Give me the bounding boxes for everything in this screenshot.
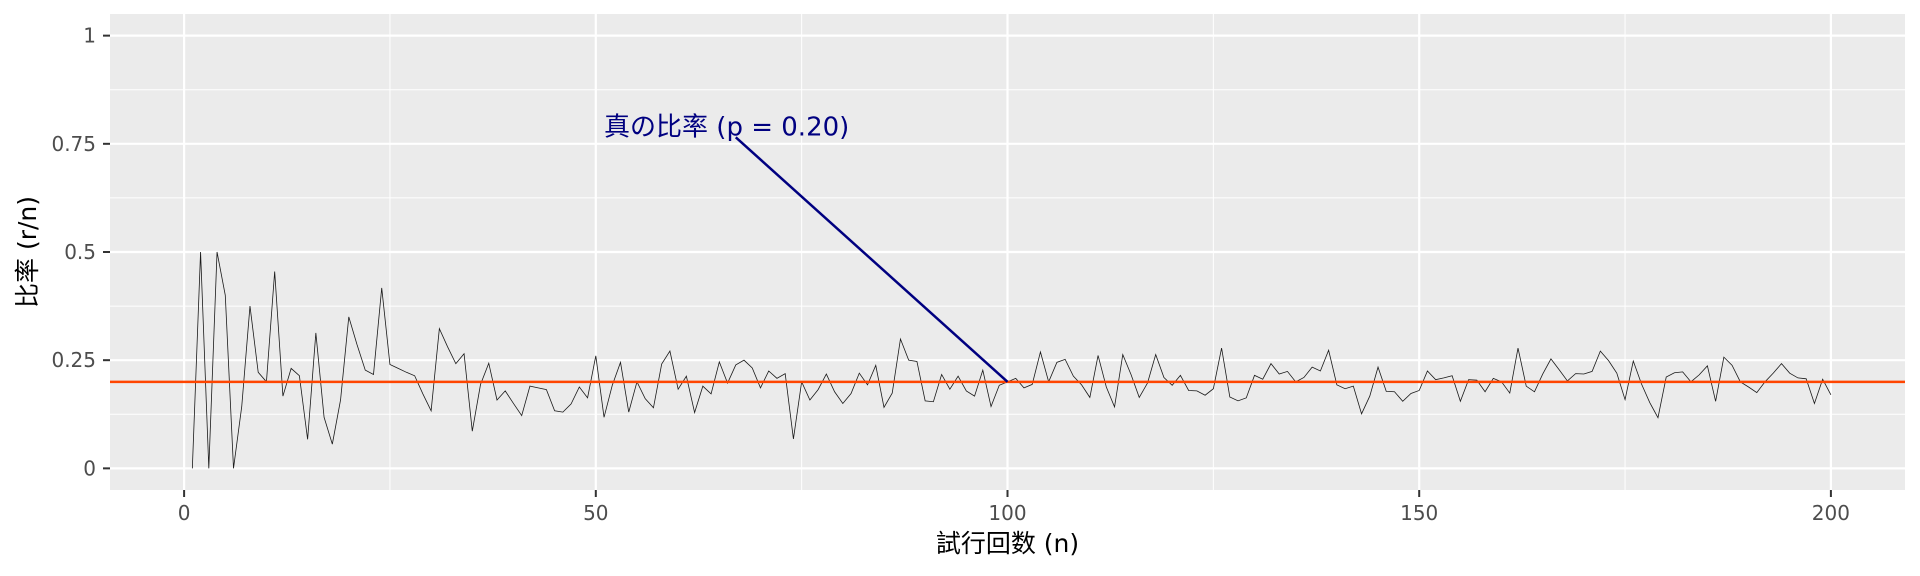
y-tick-label: 1 <box>83 24 96 48</box>
x-tick-label: 150 <box>1400 501 1438 525</box>
x-axis: 0 50 100 150 200 <box>178 490 1850 525</box>
x-axis-title: 試行回数 (n) <box>936 529 1079 558</box>
y-axis-title: 比率 (r/n) <box>13 196 42 308</box>
annotation-true-ratio-label: 真の比率 (p = 0.20) <box>604 113 849 143</box>
x-tick-label: 50 <box>583 501 608 525</box>
x-tick-label: 0 <box>178 501 191 525</box>
series-line-ratio <box>191 251 1832 469</box>
y-tick-label: 0 <box>83 456 96 480</box>
y-tick-label: 0.75 <box>51 132 96 156</box>
x-tick-label: 200 <box>1812 501 1850 525</box>
annotation-pointer-line <box>734 136 1009 383</box>
y-axis: 0 0.25 0.5 0.75 1 <box>51 24 110 480</box>
y-tick-label: 0.5 <box>64 240 96 264</box>
y-tick-label: 0.25 <box>51 348 96 372</box>
x-tick-label: 100 <box>988 501 1026 525</box>
major-gridlines <box>110 14 1905 490</box>
